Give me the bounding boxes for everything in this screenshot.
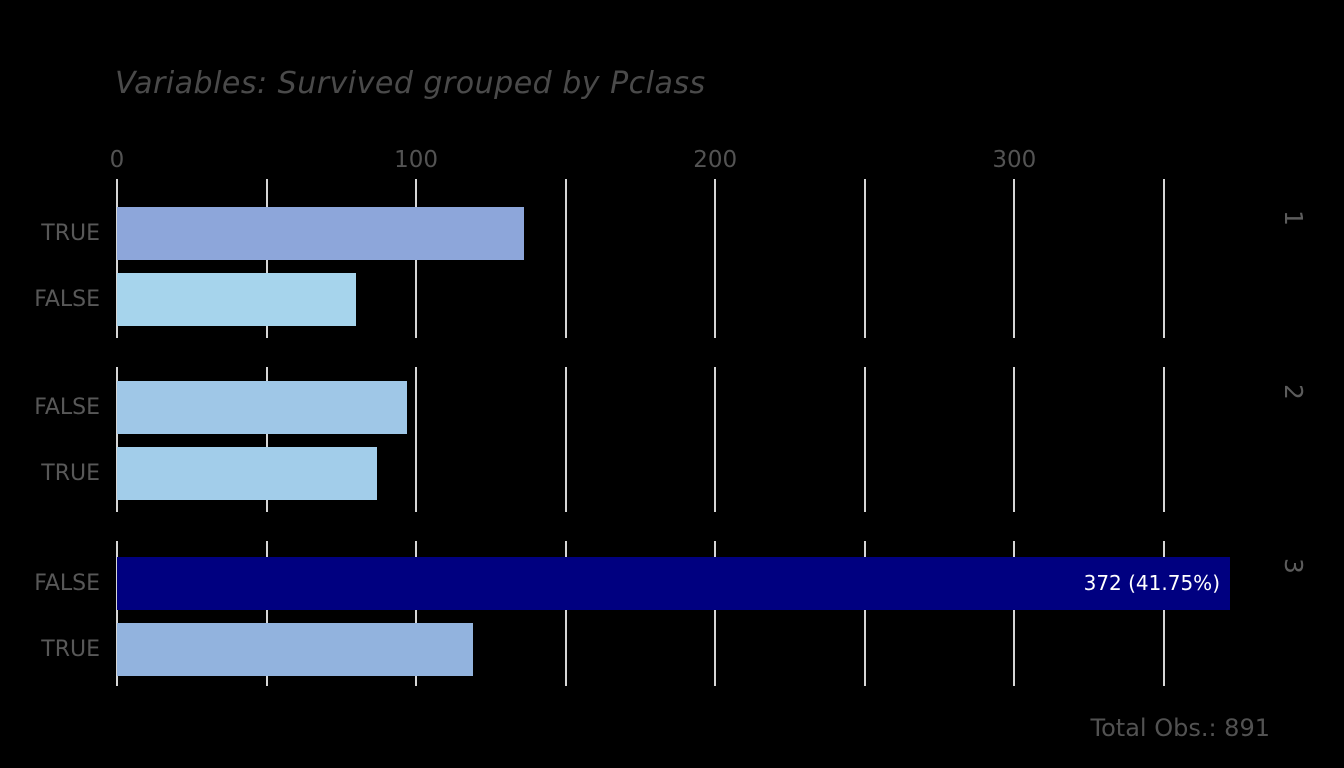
total-observations-label: Total Obs.: 891 [1090, 714, 1270, 742]
x-axis-tick [1162, 179, 1165, 193]
gridline [1013, 367, 1016, 512]
gridline [415, 193, 418, 338]
gridline [564, 541, 567, 686]
x-axis-tick-label: 100 [394, 147, 439, 173]
facet-panel-3 [116, 541, 1287, 686]
gridline [863, 541, 866, 686]
gridline [116, 367, 118, 512]
gridline [415, 367, 418, 512]
chart-title: Variables: Survived grouped by Pclass [115, 66, 706, 101]
gridline [116, 193, 118, 338]
facet-strip-label-2: 2 [1279, 384, 1308, 400]
gridline [564, 193, 567, 338]
gridline [1162, 193, 1165, 338]
category-label-pclass3-false: FALSE [34, 571, 100, 596]
x-axis-tick [415, 179, 418, 193]
x-axis-tick [564, 179, 567, 193]
facet-panel-2 [116, 367, 1287, 512]
bar-pclass3-true [117, 623, 473, 676]
bar-pclass3-false: 372 (41.75%) [117, 557, 1230, 610]
gridline [116, 541, 118, 686]
bar-pclass2-false [117, 381, 407, 434]
category-label-pclass3-true: TRUE [41, 637, 100, 662]
category-label-pclass1-true: TRUE [41, 221, 100, 246]
category-label-pclass2-false: FALSE [34, 395, 100, 420]
gridline [265, 193, 268, 338]
gridline [415, 541, 418, 686]
gridline [265, 367, 268, 512]
gridline [1162, 541, 1165, 686]
x-axis-tick-label: 200 [693, 147, 738, 173]
gridline [863, 367, 866, 512]
x-axis-tick [265, 179, 268, 193]
x-axis-tick [714, 179, 717, 193]
x-axis-tick-label: 300 [992, 147, 1037, 173]
gridline [1162, 367, 1165, 512]
x-axis-tick-label: 0 [109, 147, 125, 173]
x-axis-tick [863, 179, 866, 193]
gridline [714, 193, 717, 338]
facet-strip-label-1: 1 [1279, 210, 1308, 226]
facet-panel-1 [116, 193, 1287, 338]
gridline [714, 367, 717, 512]
gridline [1013, 193, 1016, 338]
gridline [564, 367, 567, 512]
gridline [863, 193, 866, 338]
bar-pclass1-false [117, 273, 356, 326]
x-axis-tick [116, 179, 118, 193]
bar-pclass2-true [117, 447, 377, 500]
gridline [1013, 541, 1016, 686]
bar-value-label: 372 (41.75%) [1083, 571, 1220, 595]
gridline [714, 541, 717, 686]
x-axis-tick [1013, 179, 1016, 193]
category-label-pclass1-false: FALSE [34, 287, 100, 312]
category-label-pclass2-true: TRUE [41, 461, 100, 486]
gridline [265, 541, 268, 686]
facet-strip-label-3: 3 [1279, 558, 1308, 574]
bar-pclass1-true [117, 207, 524, 260]
